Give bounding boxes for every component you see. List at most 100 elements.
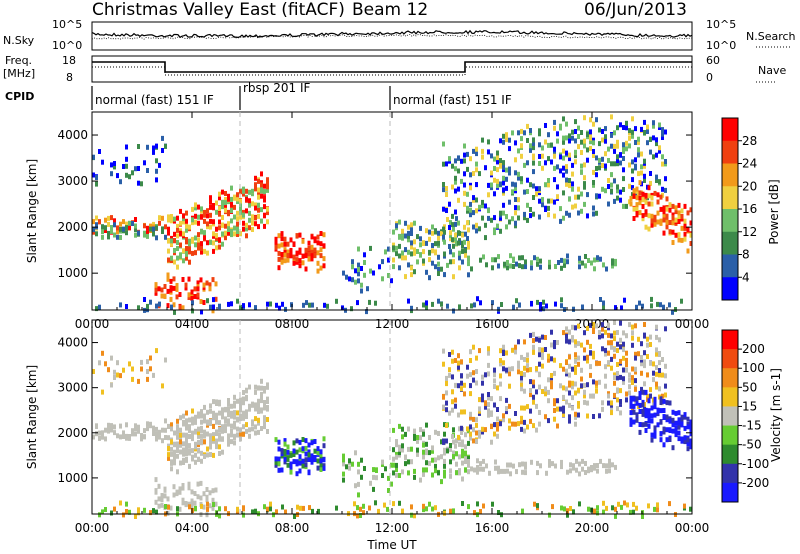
echo-cell [208, 490, 212, 496]
echo-cell [479, 509, 482, 514]
echo-cell [553, 213, 556, 219]
echo-cell [544, 123, 547, 128]
echo-cell [496, 426, 499, 432]
echo-cell [505, 367, 508, 373]
echo-cell [568, 212, 571, 218]
echo-cell [490, 217, 493, 223]
echo-cell [119, 221, 122, 227]
echo-cell [357, 492, 360, 498]
echo-cell [245, 422, 248, 428]
echo-cell [650, 201, 654, 207]
echo-cell [203, 218, 206, 224]
echo-cell [635, 396, 639, 402]
echo-cell [541, 202, 544, 208]
echo-cell [556, 138, 559, 144]
echo-cell [562, 405, 565, 411]
echo-cell [526, 363, 529, 369]
echo-cell [637, 351, 640, 357]
echo-cell [538, 142, 541, 148]
echo-cell [610, 161, 613, 167]
echo-cell [472, 344, 475, 350]
echo-cell [532, 137, 535, 143]
echo-cell [449, 232, 452, 238]
echo-cell [592, 149, 595, 154]
echo-cell [413, 269, 416, 275]
echo-cell [179, 242, 182, 248]
echo-cell [146, 421, 149, 427]
beam-label: Beam 12 [352, 0, 428, 20]
echo-cell [511, 216, 514, 222]
echo-cell [218, 444, 221, 450]
echo-cell [580, 191, 583, 197]
echo-cell [652, 361, 655, 367]
echo-cell [559, 218, 562, 224]
echo-cell [206, 298, 209, 304]
echo-cell [166, 496, 170, 502]
echo-cell [569, 462, 572, 468]
echo-cell [260, 378, 263, 384]
echo-cell [509, 253, 512, 259]
echo-cell [203, 413, 206, 419]
echo-cell [469, 383, 472, 389]
echo-cell [326, 303, 329, 309]
echo-cell [242, 209, 245, 215]
echo-cell [481, 199, 484, 205]
echo-cell [505, 409, 508, 415]
echo-cell [499, 158, 502, 163]
echo-cell [521, 469, 524, 475]
echo-cell [298, 258, 302, 264]
echo-cell [460, 178, 463, 184]
echo-cell [584, 254, 587, 259]
echo-cell [593, 465, 596, 471]
echo-cell [484, 203, 487, 209]
echo-cell [451, 389, 454, 395]
echo-cell [544, 160, 547, 166]
echo-cell [454, 358, 457, 363]
echo-cell [475, 380, 478, 386]
echo-cell [595, 155, 598, 161]
echo-cell [583, 181, 586, 187]
echo-cell [649, 342, 652, 347]
echo-cell [619, 320, 622, 326]
echo-cell [194, 235, 197, 241]
echo-cell [272, 512, 275, 518]
echo-cell [524, 461, 527, 467]
echo-cell [595, 172, 598, 178]
echo-cell [301, 463, 305, 469]
echo-cell [372, 270, 375, 276]
echo-cell [517, 130, 520, 136]
echo-cell [577, 341, 580, 347]
echo-cell [194, 202, 197, 208]
echo-cell [592, 393, 595, 399]
echo-cell [404, 461, 407, 467]
colorbar-swatch [722, 118, 738, 142]
echo-cell [464, 252, 467, 258]
echo-cell [137, 230, 140, 236]
echo-cell [257, 178, 260, 184]
echo-cell [461, 248, 464, 254]
echo-cell [457, 220, 460, 226]
echo-cell [487, 392, 490, 397]
echo-cell [266, 417, 269, 422]
echo-cell [455, 451, 458, 457]
echo-cell [161, 135, 164, 141]
echo-cell [586, 147, 589, 153]
echo-cell [646, 354, 649, 359]
echo-cell [157, 483, 161, 489]
echo-cell [407, 426, 410, 432]
echo-cell [251, 188, 254, 194]
echo-cell [202, 282, 206, 288]
echo-cell [563, 258, 566, 264]
echo-cell [266, 384, 269, 390]
echo-cell [179, 252, 182, 258]
echo-cell [173, 309, 176, 315]
echo-cell [248, 406, 251, 412]
echo-cell [538, 161, 541, 166]
echo-cell [454, 382, 457, 388]
echo-cell [384, 466, 387, 472]
echo-cell [641, 204, 645, 209]
echo-cell [182, 457, 185, 463]
echo-cell [187, 481, 191, 487]
echo-cell [658, 351, 661, 356]
echo-cell [301, 458, 305, 464]
